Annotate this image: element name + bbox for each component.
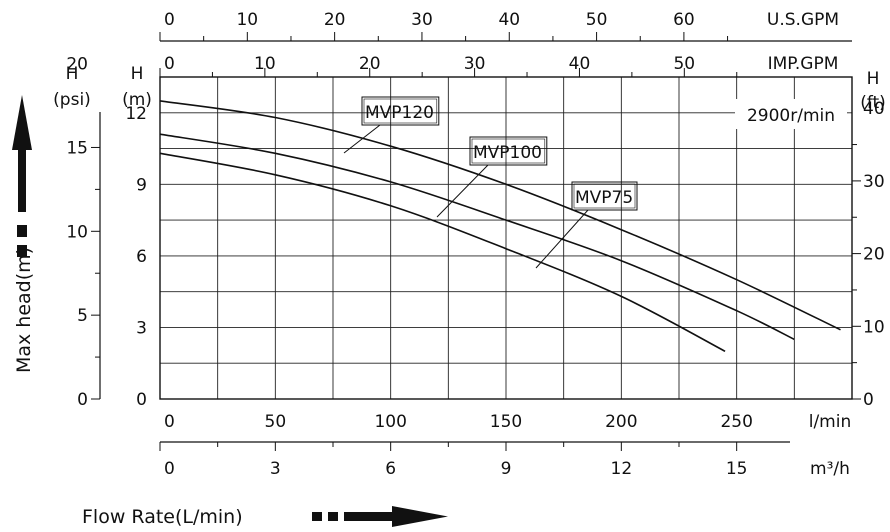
impgpm-tick-label: 40: [569, 54, 591, 74]
ft-tick-label: 30: [863, 172, 885, 192]
psi-tick-label: 15: [66, 138, 88, 158]
usgpm-tick-label: 10: [236, 10, 258, 30]
usgpm-axis-unit: U.S.GPM: [767, 10, 839, 30]
curve-mvp120: [159, 100, 841, 331]
curve-mvp100: [159, 133, 795, 341]
series-label-box: [361, 96, 440, 126]
series-label-box: [469, 136, 548, 166]
series-label-mvp100: MVP100: [473, 143, 542, 163]
m3h-axis-unit: m³/h: [810, 459, 850, 479]
usgpm-tick-label: 60: [673, 10, 695, 30]
ft-tick-label: 10: [863, 317, 885, 337]
ft-tick-label: 0: [863, 390, 874, 410]
speed-label-bg: [735, 99, 847, 129]
series-label-mvp120: MVP120: [365, 103, 434, 123]
usgpm-tick-label: 30: [411, 10, 433, 30]
up-arrow-shaft: [18, 140, 26, 212]
curve-mvp75: [159, 152, 726, 353]
y-axis-title: Max head(m): [13, 247, 35, 373]
up-arrow-head: [12, 95, 32, 150]
impgpm-axis-unit: IMP.GPM: [768, 54, 839, 74]
direction-arrows: Max head(m) Flow Rate(L/min): [12, 95, 448, 528]
series-leader-line: [343, 124, 381, 154]
psi-axis-unit: (psi): [53, 90, 91, 110]
impgpm-tick-label: 0: [164, 54, 175, 74]
ft-tick-label: 40: [863, 99, 885, 119]
y-m-axis-label-h: H: [131, 64, 144, 84]
psi-tick-label: 10: [66, 222, 88, 242]
y-m-tick-label: 0: [136, 390, 147, 410]
y-m-tick-label: 12: [125, 104, 147, 124]
x-tick-label: 200: [605, 412, 637, 432]
series-label-box: [571, 181, 638, 211]
ft-axis-label-h: H: [867, 69, 880, 89]
series-leader-line: [535, 209, 589, 269]
up-arrow-dash: [17, 225, 27, 237]
right-arrow-shaft: [344, 512, 394, 521]
x-tick-label: 0: [164, 412, 175, 432]
m3h-tick-label: 15: [726, 459, 748, 479]
usgpm-tick-label: 40: [498, 10, 520, 30]
x-axis-title: Flow Rate(L/min): [82, 506, 243, 528]
impgpm-tick-label: 30: [464, 54, 486, 74]
m3h-tick-label: 12: [611, 459, 633, 479]
usgpm-tick-label: 0: [164, 10, 175, 30]
series-label-box-inner: [573, 183, 636, 209]
y-m-tick-label: 6: [136, 247, 147, 267]
y-m-tick-label: 3: [136, 318, 147, 338]
series-label-mvp75: MVP75: [575, 188, 633, 208]
m3h-tick-label: 9: [501, 459, 512, 479]
performance-curves: [159, 100, 841, 353]
psi-tick-label: 0: [77, 390, 88, 410]
psi-tick-label: 20: [66, 55, 88, 75]
ft-axis-unit: (ft): [860, 93, 886, 113]
labels: MVP120 MVP100 MVP75 2900r/min: [343, 96, 847, 269]
ft-tick-label: 20: [863, 245, 885, 265]
series-label-box-inner: [471, 138, 546, 164]
speed-label: 2900r/min: [747, 106, 835, 126]
m3h-tick-label: 6: [385, 459, 396, 479]
usgpm-tick-label: 20: [324, 10, 346, 30]
y-m-axis-unit: (m): [122, 90, 152, 110]
usgpm-tick-label: 50: [586, 10, 608, 30]
impgpm-tick-label: 10: [254, 54, 276, 74]
x-axis-unit: l/min: [809, 412, 852, 432]
m3h-tick-label: 0: [164, 459, 175, 479]
impgpm-tick-label: 50: [673, 54, 695, 74]
impgpm-tick-label: 20: [359, 54, 381, 74]
up-arrow-dash: [17, 245, 27, 257]
m3h-tick-label: 3: [270, 459, 281, 479]
right-arrow-head: [392, 506, 448, 527]
plot-frame: [159, 76, 853, 400]
x-tick-label: 100: [374, 412, 406, 432]
right-arrow-dash: [312, 512, 322, 521]
right-arrow-dash: [328, 512, 338, 521]
psi-axis-label-h: H: [66, 64, 79, 84]
series-label-box-inner: [363, 98, 438, 124]
series-leader-line: [436, 164, 489, 218]
x-tick-label: 150: [490, 412, 522, 432]
x-tick-label: 50: [265, 412, 287, 432]
psi-tick-label: 5: [77, 306, 88, 326]
x-tick-label: 250: [720, 412, 752, 432]
y-m-tick-label: 9: [136, 175, 147, 195]
